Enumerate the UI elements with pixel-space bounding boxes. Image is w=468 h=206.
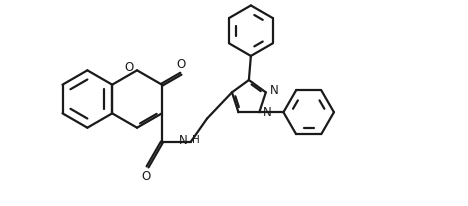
Text: H: H: [192, 136, 199, 145]
Text: N: N: [179, 134, 187, 147]
Text: O: O: [176, 57, 185, 70]
Text: O: O: [141, 170, 150, 183]
Text: O: O: [124, 61, 134, 74]
Text: N: N: [263, 106, 272, 119]
Text: N: N: [270, 84, 278, 97]
